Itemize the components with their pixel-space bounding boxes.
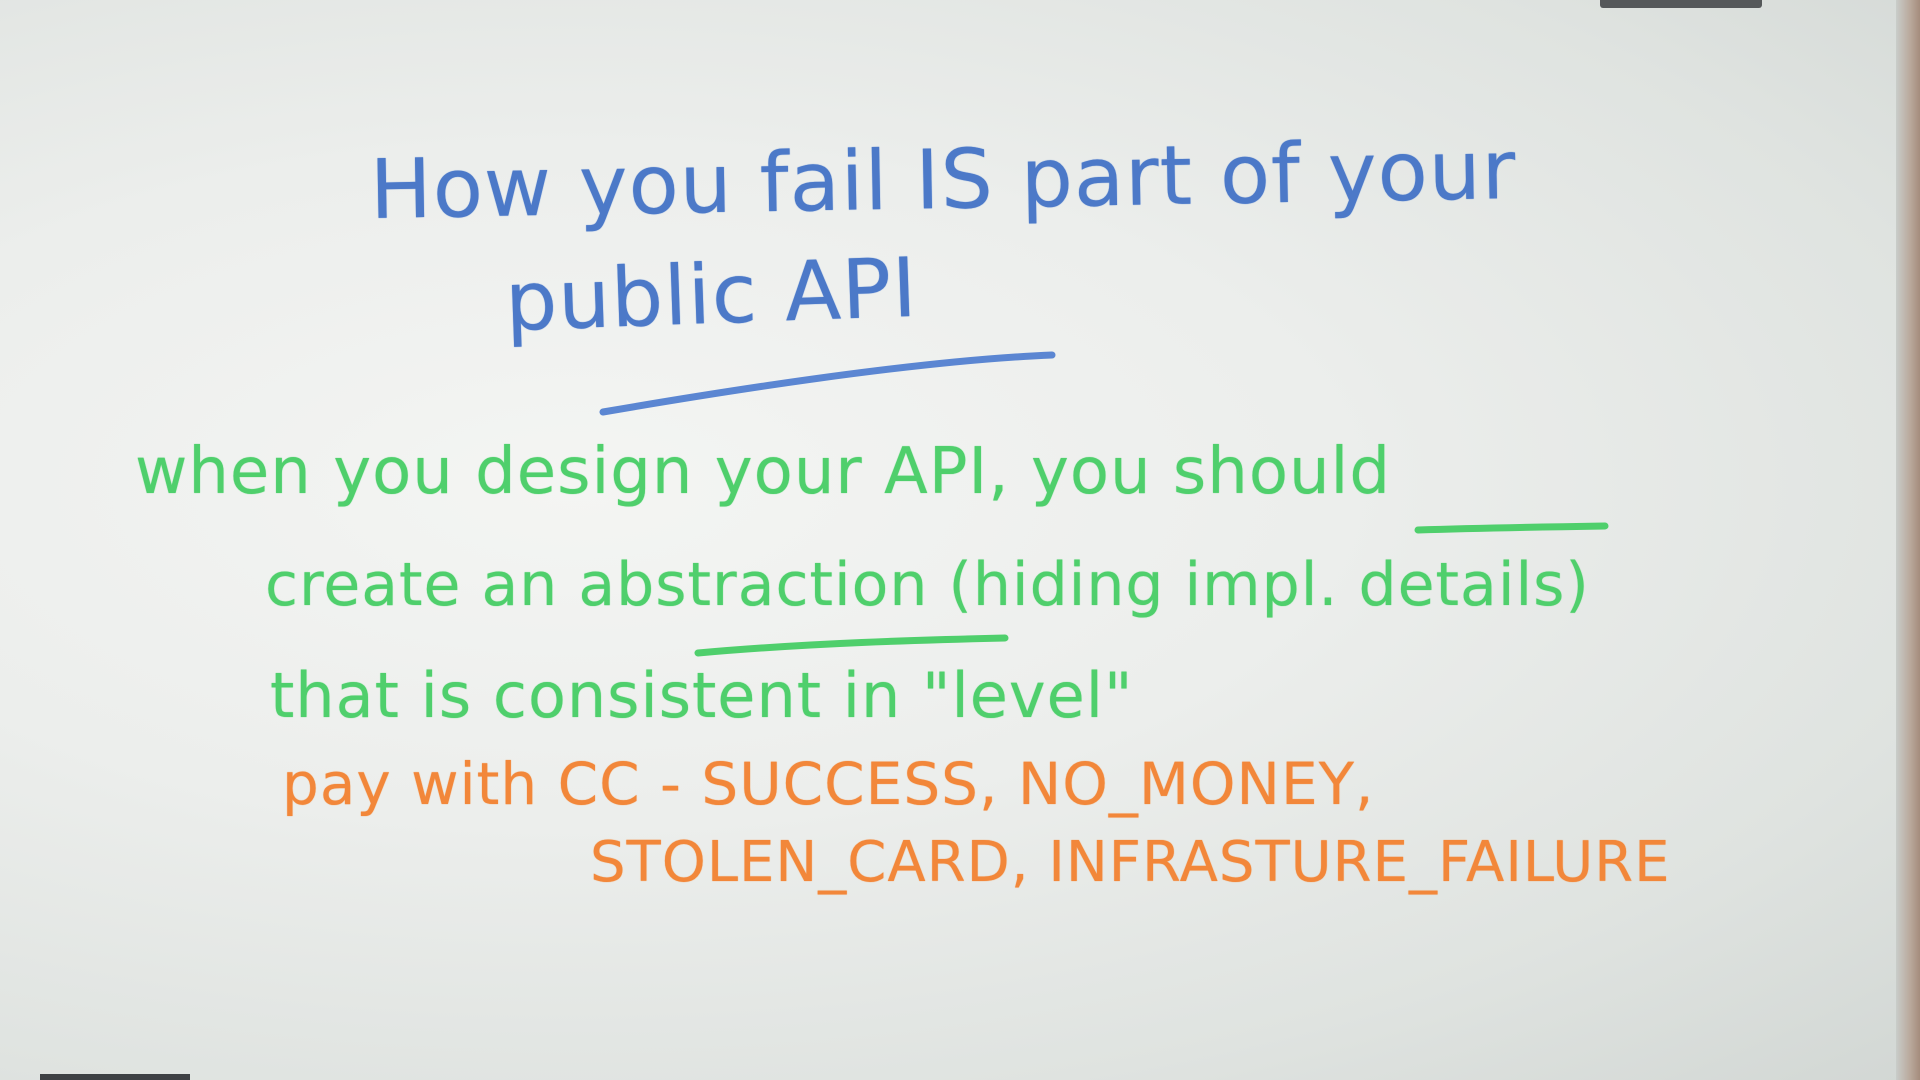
title-underline [599, 351, 1056, 416]
board-right-edge [1896, 0, 1920, 1080]
title-line-1: How you fail IS part of your [369, 123, 1518, 238]
board-top-clip [1600, 0, 1762, 8]
body-line-1: when you design your API, you should [135, 435, 1391, 509]
body-line-3: that is consistent in "level" [270, 659, 1134, 732]
body-line-2: create an abstraction (hiding impl. deta… [265, 550, 1590, 620]
example-line-2: STOLEN_CARD, INFRASTURE_FAILURE [590, 830, 1671, 895]
abstraction-underline [694, 634, 1009, 657]
example-line-1: pay with CC - SUCCESS, NO_MONEY, [282, 750, 1375, 818]
board-bottom-tray [40, 1074, 190, 1080]
should-underline [1414, 522, 1609, 534]
title-line-2: public API [503, 240, 920, 351]
